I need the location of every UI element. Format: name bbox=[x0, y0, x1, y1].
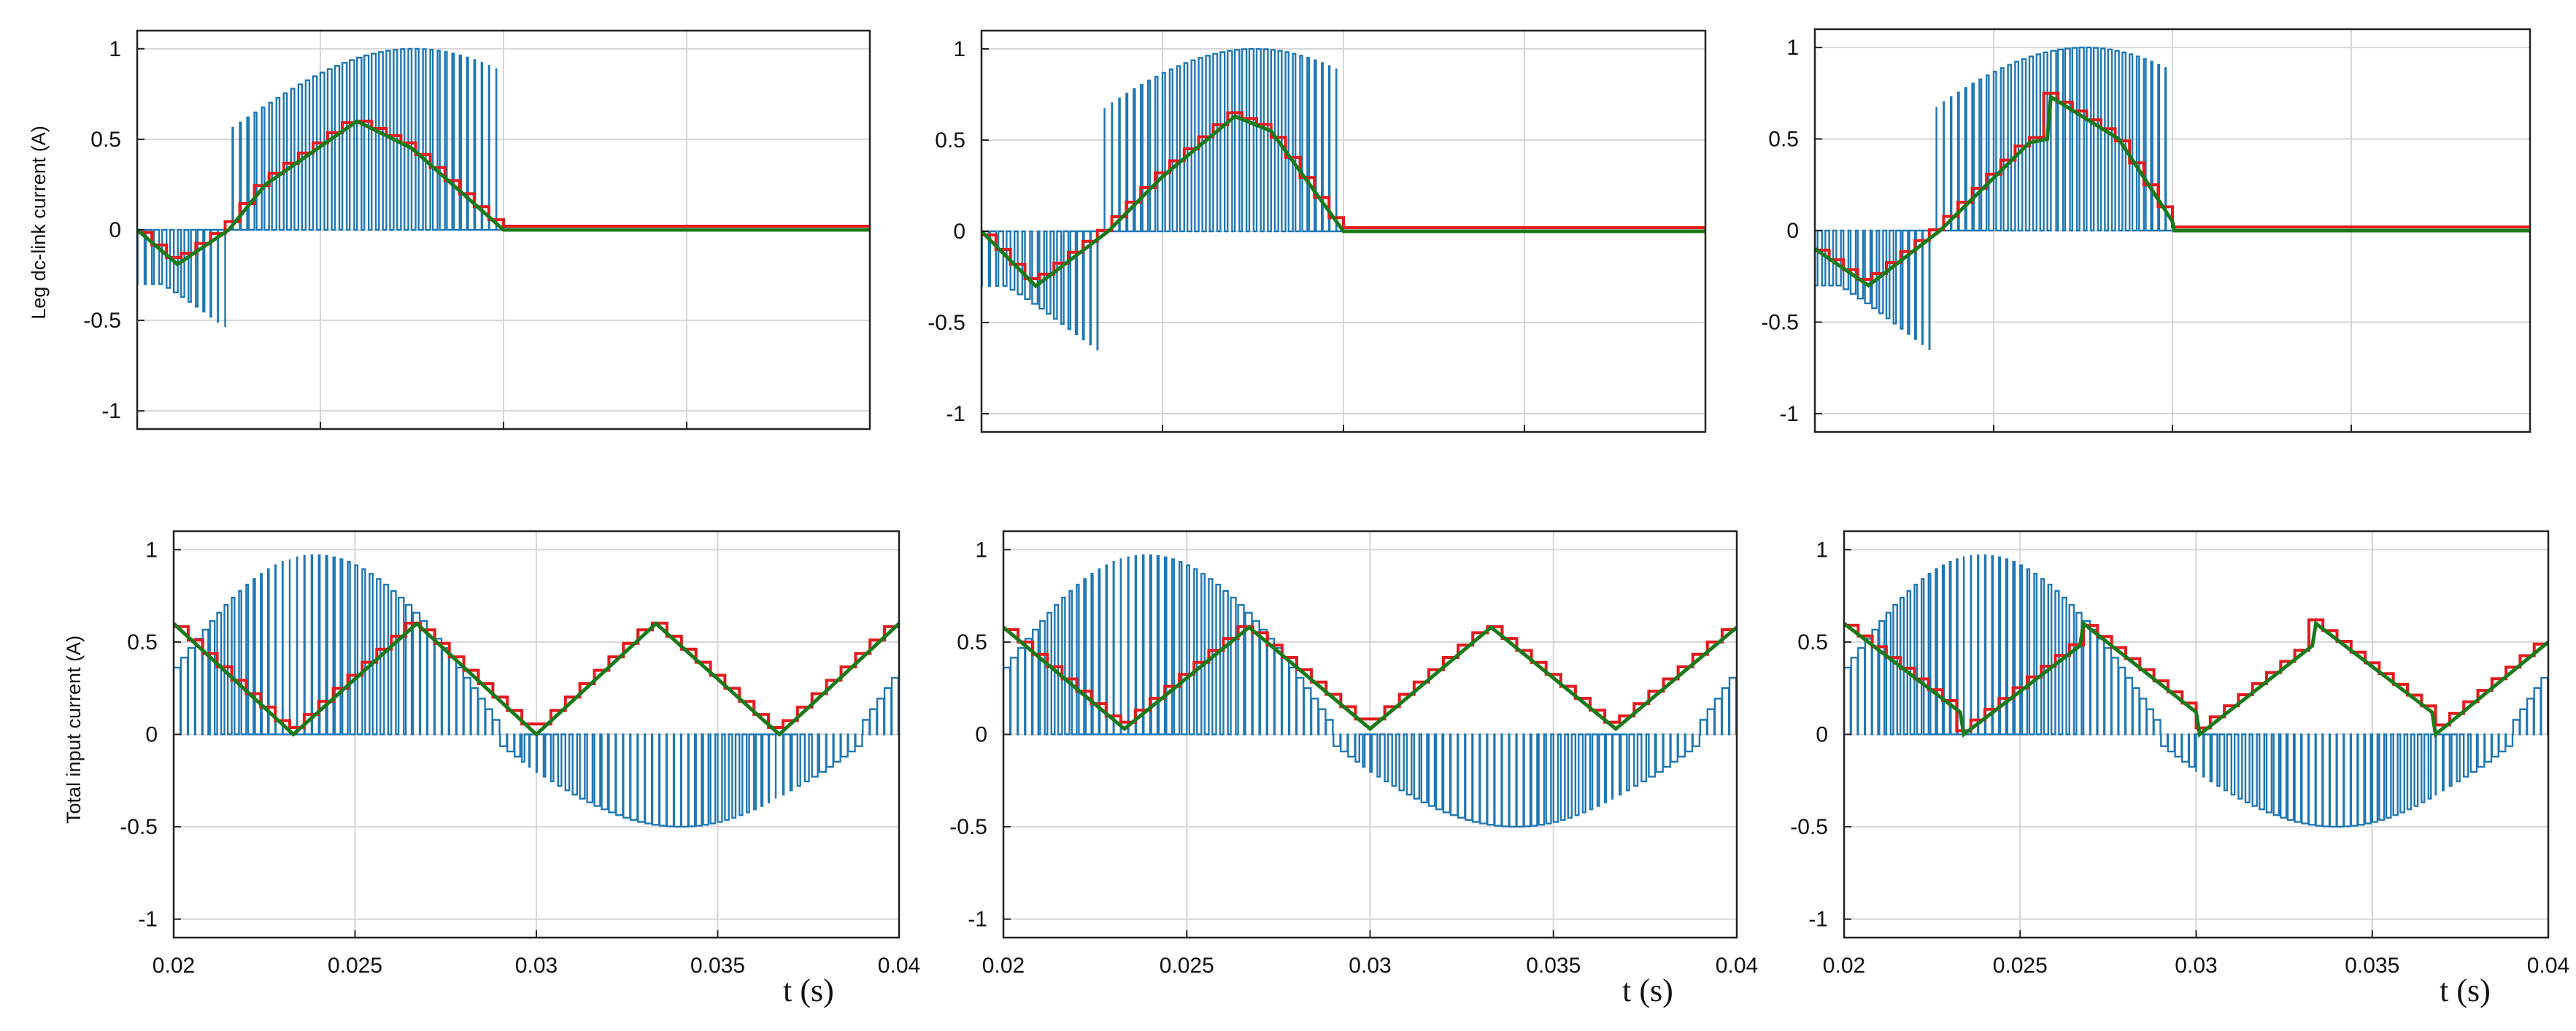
x-axis-label-right: t (s) bbox=[2440, 973, 2491, 1008]
y-tick-label: -0.5 bbox=[83, 309, 121, 333]
row-label-top: Leg dc-link current (A) bbox=[28, 126, 50, 320]
series-sampled-average bbox=[1003, 625, 1737, 724]
y-tick-label: 0 bbox=[109, 218, 121, 242]
y-tick-label: 1 bbox=[953, 37, 965, 61]
series-sampled-average bbox=[1815, 91, 2530, 281]
y-tick-label: -1 bbox=[1808, 908, 1828, 932]
x-tick-label: 0.03 bbox=[2175, 954, 2217, 978]
y-tick-label: 0.5 bbox=[1768, 128, 1799, 152]
x-tick-label: 0.04 bbox=[878, 954, 920, 978]
series-average-current bbox=[137, 119, 870, 267]
x-tick-label: 0.035 bbox=[690, 954, 745, 978]
chart-panel: 1 0.5 0 -0.5 -1 bbox=[83, 29, 871, 430]
y-tick-label: 0.5 bbox=[935, 128, 965, 152]
y-tick-label: -0.5 bbox=[1761, 310, 1799, 334]
x-tick-label: 0.03 bbox=[515, 954, 558, 978]
x-axis-label-middle: t (s) bbox=[1622, 973, 1673, 1008]
series-pwm-current bbox=[1844, 554, 2548, 828]
y-tick-label: 1 bbox=[1786, 36, 1799, 60]
y-tick-label: -1 bbox=[968, 908, 987, 932]
y-tick-label: 1 bbox=[109, 37, 121, 61]
y-tick-label: -0.5 bbox=[949, 815, 987, 839]
x-tick-label: 0.025 bbox=[328, 954, 382, 978]
chart-panel: 1 0.5 0 -0.5 -1 0.02 0.025 0.03 0.035 0.04 bbox=[949, 530, 1758, 978]
series-average-current bbox=[1815, 93, 2530, 288]
row-label-bottom: Total input current (A) bbox=[63, 636, 85, 824]
y-tick-label: 0.5 bbox=[127, 630, 158, 654]
y-tick-label: -1 bbox=[101, 399, 121, 423]
chart-panel: 1 0.5 0 -0.5 -1 0.02 0.025 0.03 0.035 0.04 bbox=[1790, 530, 2569, 978]
x-tick-label: 0.025 bbox=[1993, 954, 2048, 978]
series-sampled-average bbox=[137, 120, 870, 259]
x-tick-label: 0.035 bbox=[2345, 954, 2399, 978]
x-tick-label: 0.02 bbox=[1823, 954, 1865, 978]
y-tick-label: 0 bbox=[1816, 723, 1828, 747]
series-average-current bbox=[1844, 619, 2548, 738]
x-tick-label: 0.04 bbox=[2527, 954, 2569, 978]
series-pwm-current bbox=[1003, 554, 1737, 828]
y-tick-label: -1 bbox=[138, 908, 158, 932]
series-average-current bbox=[982, 114, 1705, 289]
y-tick-label: -1 bbox=[1779, 402, 1799, 426]
y-tick-label: 0.5 bbox=[1797, 630, 1828, 654]
y-tick-label: 0.5 bbox=[957, 630, 987, 654]
series-sampled-average bbox=[982, 111, 1705, 280]
x-tick-label: 0.025 bbox=[1160, 954, 1214, 978]
y-tick-label: 0 bbox=[953, 220, 965, 244]
series-average-current bbox=[1003, 625, 1737, 732]
chart-panel: 1 0.5 0 -0.5 -1 0.02 0.025 0.03 0.035 0.04 bbox=[120, 530, 920, 978]
y-tick-label: 1 bbox=[975, 538, 987, 562]
x-tick-label: 0.02 bbox=[982, 954, 1025, 978]
y-tick-label: -0.5 bbox=[120, 815, 158, 839]
chart-panel: 1 0.5 0 -0.5 -1 bbox=[928, 29, 1707, 433]
series-sampled-average bbox=[174, 622, 899, 729]
y-tick-label: 0 bbox=[1786, 219, 1799, 243]
y-tick-label: -1 bbox=[946, 402, 965, 426]
series-average-current bbox=[174, 621, 899, 737]
y-tick-label: -0.5 bbox=[928, 311, 965, 335]
chart-panel: 1 0.5 0 -0.5 -1 bbox=[1761, 28, 2531, 433]
y-tick-label: 0.5 bbox=[90, 128, 121, 152]
x-tick-label: 0.04 bbox=[1716, 954, 1758, 978]
y-tick-label: 0 bbox=[145, 723, 158, 747]
x-tick-label: 0.035 bbox=[1526, 954, 1581, 978]
x-axis-label-left: t (s) bbox=[783, 973, 834, 1008]
x-tick-label: 0.02 bbox=[153, 954, 195, 978]
y-tick-label: 1 bbox=[1816, 538, 1828, 562]
x-tick-label: 0.03 bbox=[1349, 954, 1391, 978]
y-tick-label: 0 bbox=[975, 723, 987, 747]
y-tick-label: 1 bbox=[145, 538, 158, 562]
y-tick-label: -0.5 bbox=[1790, 815, 1828, 839]
